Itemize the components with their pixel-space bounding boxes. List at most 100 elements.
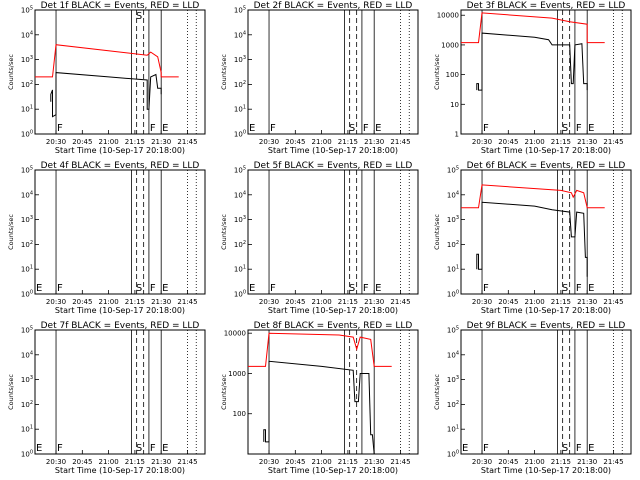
phase-marker-e: E [162, 443, 168, 454]
phase-marker-f: F [150, 123, 156, 134]
x-tick-label: 21:15 [125, 138, 145, 146]
y-tick-label: 103 [447, 375, 459, 384]
series-line-events [476, 32, 588, 91]
x-tick-label: 20:30 [472, 138, 492, 146]
chart-panel-2: Det 2f BLACK = Events, RED = LLD 100 101 10… [220, 1, 419, 155]
chart-panel-6: Det 6f BLACK = Events, RED = LLD 100 101 10… [433, 161, 632, 315]
x-tick-label: 21:15 [551, 138, 571, 146]
series-line-lld [35, 44, 179, 78]
phase-marker-e: E [462, 443, 468, 454]
y-axis-label: Counts/sec [433, 374, 441, 410]
y-tick-label: 103 [21, 215, 33, 224]
y-tick-label: 102 [234, 240, 246, 249]
x-tick-label: 21:30 [151, 138, 171, 146]
y-tick-label: 10 [450, 101, 459, 109]
x-tick-label: 20:45 [498, 298, 518, 306]
plot-frame [247, 329, 419, 455]
y-tick-label: 104 [21, 190, 33, 199]
y-tick-label: 101 [447, 265, 459, 274]
y-tick-label: 103 [21, 55, 33, 64]
y-tick-label: 1000 [228, 370, 246, 378]
y-tick-label: 1000 [441, 41, 459, 49]
phase-marker-f: F [576, 283, 582, 294]
phase-marker-f: F [270, 123, 276, 134]
x-axis-label: Start Time (10-Sep-17 20:18:00) [55, 146, 185, 155]
x-tick-label: 21:15 [338, 298, 358, 306]
x-tick-label: 21:00 [525, 458, 545, 466]
series-line-events [50, 72, 162, 118]
x-axis-label: Start Time (10-Sep-17 20:18:00) [55, 306, 185, 315]
x-tick-label: 21:15 [338, 138, 358, 146]
x-tick-label: 21:15 [551, 458, 571, 466]
y-tick-label: 103 [21, 375, 33, 384]
panel-title: Det 6f BLACK = Events, RED = LLD [467, 161, 626, 171]
x-tick-label: 20:45 [498, 458, 518, 466]
y-axis-label: Counts/sec [433, 214, 441, 250]
x-tick-label: 21:30 [151, 458, 171, 466]
y-tick-label: 100 [447, 290, 459, 299]
x-tick-label: 20:30 [472, 458, 492, 466]
x-tick-label: 21:15 [551, 298, 571, 306]
x-tick-label: 20:45 [285, 138, 305, 146]
y-tick-label: 102 [21, 240, 33, 249]
phase-marker-f: F [150, 443, 156, 454]
x-axis-label: Start Time (10-Sep-17 20:18:00) [481, 466, 611, 475]
chart-panel-8: Det 8f BLACK = Events, RED = LLD 100 1000 1… [220, 321, 419, 475]
x-tick-label: 21:30 [577, 458, 597, 466]
phase-marker-f: F [576, 443, 582, 454]
y-axis-label: Counts/sec [7, 214, 15, 250]
y-tick-label: 104 [21, 350, 33, 359]
y-tick-label: 102 [234, 80, 246, 89]
series-line-lld [248, 332, 392, 367]
plot-frame [460, 329, 632, 455]
phase-marker-e: E [588, 123, 594, 134]
phase-marker-s: S [136, 283, 142, 294]
x-tick-label: 20:45 [72, 298, 92, 306]
y-tick-label: 105 [21, 6, 33, 15]
chart-panel-1: Det 1f BLACK = Events, RED = LLD 100 101 10… [7, 1, 206, 155]
y-axis-label: Counts/sec [220, 54, 228, 90]
series-line-lld [461, 184, 605, 209]
y-tick-label: 100 [233, 410, 246, 418]
x-tick-label: 21:45 [603, 138, 623, 146]
phase-marker-f: F [57, 123, 63, 134]
x-axis-label: Start Time (10-Sep-17 20:18:00) [268, 146, 398, 155]
phase-marker-e: E [36, 283, 42, 294]
x-tick-label: 21:30 [364, 298, 384, 306]
x-tick-label: 21:00 [99, 138, 119, 146]
phase-marker-s: S [349, 123, 355, 134]
phase-marker-e: E [588, 443, 594, 454]
x-tick-label: 21:00 [312, 138, 332, 146]
y-axis-label: Counts/sec [7, 374, 15, 410]
y-tick-label: 102 [21, 400, 33, 409]
x-axis-label: Start Time (10-Sep-17 20:18:00) [481, 146, 611, 155]
x-tick-label: 20:30 [46, 458, 66, 466]
panel-title: Det 3f BLACK = Events, RED = LLD [467, 1, 626, 11]
x-tick-label: 20:30 [46, 138, 66, 146]
plot-frame [460, 9, 632, 135]
x-tick-label: 20:30 [472, 298, 492, 306]
y-tick-label: 102 [21, 80, 33, 89]
x-tick-label: 21:00 [525, 138, 545, 146]
y-tick-label: 105 [234, 6, 246, 15]
y-tick-label: 102 [447, 400, 459, 409]
y-tick-label: 101 [21, 105, 33, 114]
series-line-lld [461, 12, 605, 44]
x-tick-label: 21:30 [364, 458, 384, 466]
x-tick-label: 21:45 [390, 138, 410, 146]
y-tick-label: 100 [21, 450, 33, 459]
y-tick-label: 104 [234, 30, 246, 39]
x-tick-label: 21:15 [338, 458, 358, 466]
x-tick-label: 21:45 [177, 458, 197, 466]
y-tick-label: 101 [21, 265, 33, 274]
plot-frame [34, 9, 206, 135]
x-tick-label: 20:45 [72, 458, 92, 466]
phase-marker-f: F [576, 123, 582, 134]
y-tick-label: 101 [447, 425, 459, 434]
chart-panel-7: Det 7f BLACK = Events, RED = LLD 100 101 10… [7, 321, 206, 475]
y-tick-label: 103 [447, 215, 459, 224]
phase-marker-f: F [150, 283, 156, 294]
panel-title: Det 2f BLACK = Events, RED = LLD [254, 1, 413, 11]
phase-marker-s: S [562, 443, 568, 454]
x-tick-label: 21:00 [525, 298, 545, 306]
